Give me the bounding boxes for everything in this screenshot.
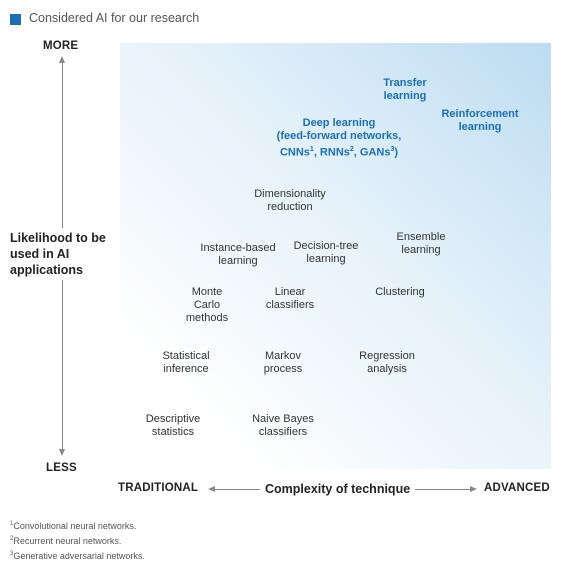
arrow-left-icon (208, 485, 215, 492)
technique-statistical-inference: Statistical inference (162, 350, 210, 375)
technique-transfer-learning: Transfer learning (383, 77, 427, 102)
legend-swatch (10, 14, 21, 25)
technique-descriptive-statistics: Descriptive statistics (145, 413, 201, 438)
footnote-ref-3: 3 (390, 146, 395, 153)
technique-linear-classifiers: Linear classifiers (265, 286, 315, 311)
arrow-down-icon (59, 449, 65, 456)
technique-clustering: Clustering (375, 286, 425, 298)
technique-monte-carlo-methods: Monte Carlo methods (185, 286, 229, 324)
technique-deep-learning: Deep learning (feed-forward networks, CN… (277, 117, 402, 160)
technique-reinforcement-learning: Reinforcement learning (441, 108, 519, 133)
cnns-label: CNNs (279, 146, 310, 159)
footnote-3: 3Generative adversarial networks. (10, 548, 145, 563)
technique-instance-based-learning: Instance-based learning (200, 242, 276, 267)
x-axis-line-right (415, 489, 473, 490)
x-axis-line-left (213, 489, 260, 490)
deep-learning-line3: CNNs1, RNNs2, GANs3) (277, 143, 402, 160)
rnns-label: , RNNs (313, 146, 350, 159)
x-axis-traditional: TRADITIONAL (118, 482, 199, 494)
technique-dimensionality-reduction: Dimensionality reduction (254, 188, 326, 213)
technique-decision-tree-learning: Decision-tree learning (293, 240, 359, 265)
y-axis-label: Likelihood to be used in AI applications (10, 228, 114, 280)
footnote-1: 1Convolutional neural networks. (10, 518, 145, 533)
deep-learning-close: ) (394, 146, 399, 159)
y-axis-more: MORE (43, 40, 79, 52)
footnote-3-sup: 3 (10, 551, 14, 557)
technique-regression-analysis: Regression analysis (359, 350, 415, 375)
footnote-ref-2: 2 (349, 146, 354, 153)
chart-panel (120, 43, 551, 469)
legend-label: Considered AI for our research (29, 11, 200, 25)
technique-markov-process: Markov process (263, 350, 303, 375)
y-axis-less: LESS (46, 462, 77, 474)
x-axis-label: Complexity of technique (265, 482, 411, 496)
footnote-1-sup: 1 (10, 521, 14, 527)
arrow-right-icon (470, 485, 477, 492)
footnote-2-sup: 2 (10, 536, 14, 542)
x-axis-advanced: ADVANCED (484, 482, 550, 494)
arrow-up-icon (59, 56, 65, 63)
deep-learning-line2: (feed-forward networks, (276, 130, 402, 142)
deep-learning-line1: Deep learning (302, 117, 376, 129)
footnote-ref-1: 1 (309, 146, 314, 153)
footnote-2-text: Recurrent neural networks. (13, 536, 122, 546)
footnote-2: 2Recurrent neural networks. (10, 533, 145, 548)
technique-ensemble-learning: Ensemble learning (396, 231, 446, 256)
footnote-3-text: Generative adversarial networks. (13, 551, 145, 561)
footnotes: 1Convolutional neural networks. 2Recurre… (10, 518, 145, 563)
footnote-1-text: Convolutional neural networks. (13, 521, 137, 531)
gans-label: , GANs (353, 146, 391, 159)
technique-naive-bayes-classifiers: Naive Bayes classifiers (252, 413, 314, 438)
